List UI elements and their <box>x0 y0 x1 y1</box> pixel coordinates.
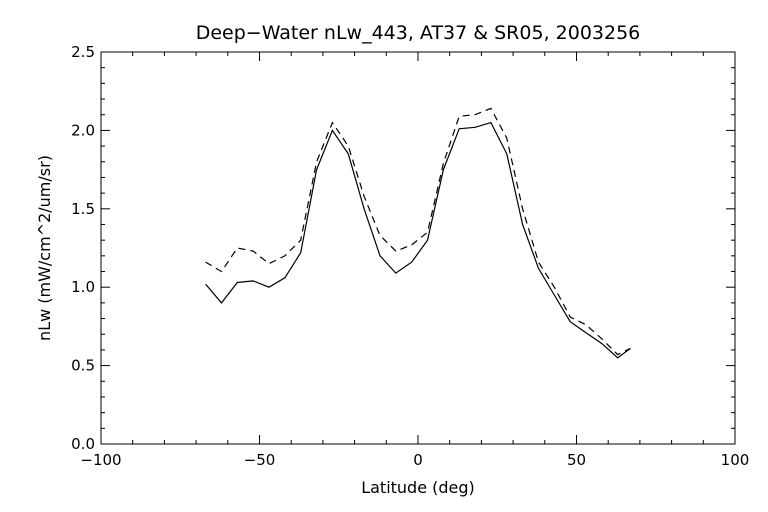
series-line-solid <box>205 121 631 359</box>
x-tick-label: −50 <box>244 451 276 469</box>
y-tick-label: 2.0 <box>71 121 95 139</box>
x-tick-label: 0 <box>413 451 423 469</box>
axis-ticks <box>100 51 736 445</box>
y-tick-label: 1.0 <box>71 278 95 296</box>
axis-tick-labels: −100 −50 0 50 100 0.0 0.5 1.0 1.5 2.0 2.5 <box>71 43 749 469</box>
plot-frame <box>100 51 736 445</box>
x-tick-label: 50 <box>567 451 586 469</box>
x-tick-label: 100 <box>721 451 750 469</box>
y-tick-label: 2.5 <box>71 43 95 61</box>
chart-title: Deep−Water nLw_443, AT37 & SR05, 2003256 <box>196 22 641 44</box>
x-tick-label: −100 <box>80 451 121 469</box>
y-tick-label: 0.0 <box>71 435 95 453</box>
series-line-dashed <box>205 107 631 356</box>
y-tick-label: 1.5 <box>71 200 95 218</box>
x-axis-label: Latitude (deg) <box>361 478 475 497</box>
y-tick-label: 0.5 <box>71 357 95 375</box>
y-axis-label: nLw (mW/cm^2/um/sr) <box>35 155 54 341</box>
series-group <box>205 107 631 359</box>
